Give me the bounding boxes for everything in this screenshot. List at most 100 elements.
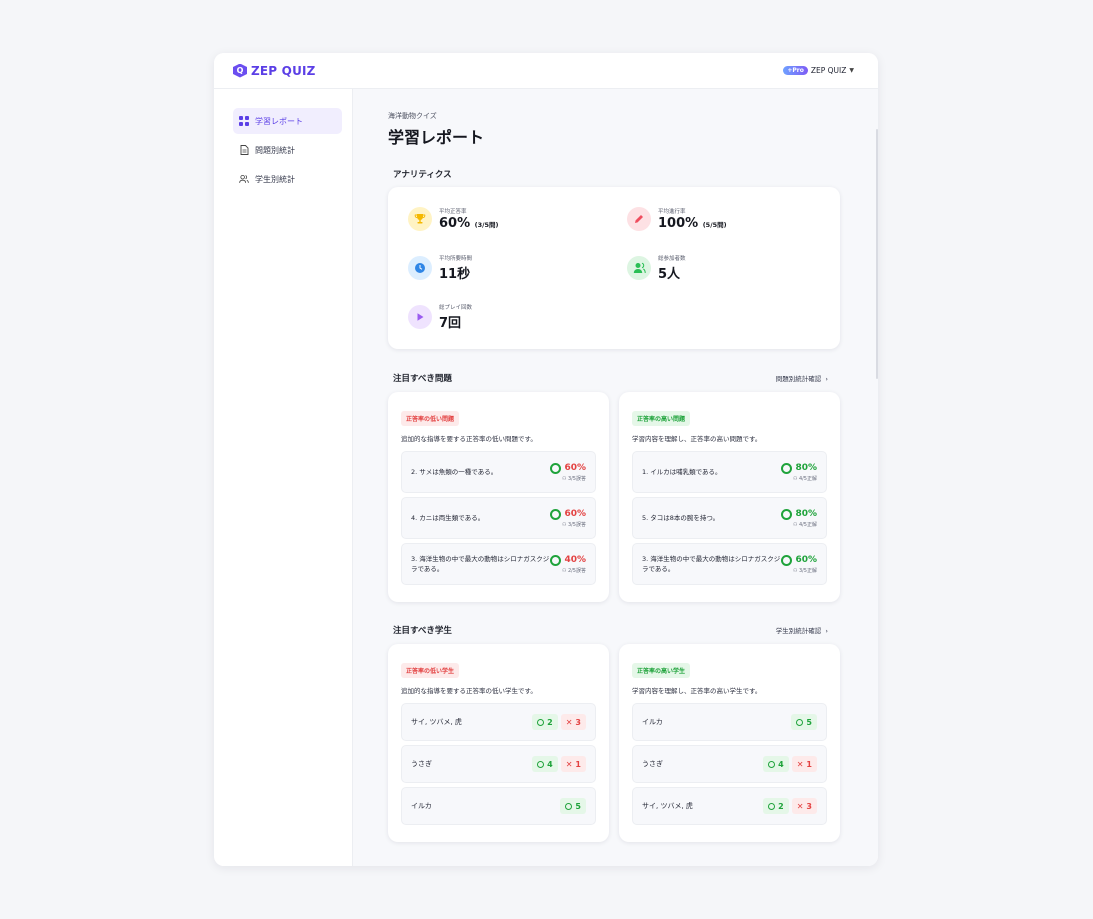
metric-total-plays: 総プレイ回数 7回 bbox=[408, 303, 472, 331]
chevron-down-icon: ▼ bbox=[849, 67, 854, 74]
correct-ring-icon bbox=[550, 462, 562, 474]
metric-label: 総プレイ回数 bbox=[439, 305, 473, 311]
pencil-icon bbox=[627, 207, 651, 231]
correct-ring-icon bbox=[781, 554, 793, 566]
section-title: アナリティクス bbox=[393, 170, 452, 180]
quiz-name: 海洋動物クイズ bbox=[388, 112, 437, 120]
sidebar-item-learning-report[interactable]: 学習レポート bbox=[233, 108, 342, 134]
correct-ring-icon bbox=[550, 554, 562, 566]
student-name: うさぎ bbox=[642, 760, 663, 768]
question-rate: 80% bbox=[781, 508, 817, 520]
question-item[interactable]: 2. サメは魚類の一種である。 60% ⚇ 3/5誤答 bbox=[401, 451, 596, 493]
circle-icon bbox=[796, 718, 804, 726]
question-rate: 60% bbox=[781, 554, 817, 566]
correct-count: 2 bbox=[532, 714, 558, 730]
student-name: サイ, ツバメ, 虎 bbox=[411, 718, 462, 726]
metric-value: 60% (3/5問) bbox=[439, 216, 499, 231]
student-name: サイ, ツバメ, 虎 bbox=[642, 802, 693, 810]
users-icon bbox=[239, 174, 249, 184]
question-item[interactable]: 3. 海洋生物の中で最大の動物はシロナガスクジラである。 40% ⚇ 2/5誤答 bbox=[401, 543, 596, 585]
metric-label: 平均進行率 bbox=[658, 209, 686, 215]
low-correct-tag: 正答率の低い問題 bbox=[401, 411, 460, 426]
question-item[interactable]: 5. タコは8本の腕を持つ。 80% ⚇ 4/5正解 bbox=[632, 497, 827, 539]
question-text: 3. 海洋生物の中で最大の動物はシロナガスクジラである。 bbox=[411, 555, 550, 573]
circle-icon bbox=[565, 802, 573, 810]
account-menu[interactable]: +Pro ZEP QUIZ ▼ bbox=[783, 66, 854, 75]
question-text: 5. タコは8本の腕を持つ。 bbox=[642, 514, 720, 522]
student-item[interactable]: うさぎ 4 ✕ 1 bbox=[401, 745, 596, 783]
sidebar-item-question-stats[interactable]: 問題別統計 bbox=[233, 137, 342, 163]
question-text: 2. サメは魚類の一種である。 bbox=[411, 468, 498, 476]
main-content: 海洋動物クイズ 学習レポート アナリティクス 平均正答率 60% (3/5問) bbox=[353, 89, 878, 866]
correct-ring-icon bbox=[781, 462, 793, 474]
low-correct-questions-panel: 正答率の低い問題 追加的な指導を要する正答率の低い問題です。 2. サメは魚類の… bbox=[388, 392, 609, 602]
metric-avg-progress: 平均進行率 100% (5/5問) bbox=[627, 207, 727, 231]
panel-description: 学習内容を理解し、正答率の高い学生です。 bbox=[632, 687, 762, 695]
question-rate: 60% bbox=[550, 508, 586, 520]
metric-avg-correct: 平均正答率 60% (3/5問) bbox=[408, 207, 499, 231]
correct-count: 5 bbox=[560, 798, 586, 814]
brand-logo[interactable]: Q ZEP QUIZ bbox=[233, 63, 316, 78]
question-item[interactable]: 4. カニは両生類である。 60% ⚇ 3/5誤答 bbox=[401, 497, 596, 539]
high-correct-tag: 正答率の高い問題 bbox=[632, 411, 691, 426]
correct-count: 5 bbox=[791, 714, 817, 730]
student-name: イルカ bbox=[642, 718, 663, 726]
correct-count: 4 bbox=[763, 756, 789, 772]
cross-icon: ✕ bbox=[565, 759, 573, 769]
low-correct-tag: 正答率の低い学生 bbox=[401, 663, 460, 678]
student-name: イルカ bbox=[411, 802, 432, 810]
question-item[interactable]: 1. イルカは哺乳類である。 80% ⚇ 4/5正解 bbox=[632, 451, 827, 493]
student-item[interactable]: イルカ 5 bbox=[401, 787, 596, 825]
question-text: 4. カニは両生類である。 bbox=[411, 514, 485, 522]
correct-ring-icon bbox=[781, 508, 793, 520]
metric-label: 平均所要時間 bbox=[439, 256, 473, 262]
scrollbar[interactable] bbox=[876, 129, 878, 379]
wrong-count: ✕ 1 bbox=[560, 756, 586, 772]
metric-label: 平均正答率 bbox=[439, 209, 467, 215]
circle-icon bbox=[537, 718, 545, 726]
metric-value: 7回 bbox=[439, 316, 462, 331]
question-count: ⚇ 4/5正解 bbox=[792, 475, 817, 482]
analytics-header: アナリティクス bbox=[388, 168, 840, 180]
users-icon bbox=[627, 256, 651, 280]
section-title: 注目すべき問題 bbox=[393, 374, 452, 384]
sidebar: 学習レポート 問題別統計 学生別統計 bbox=[214, 89, 353, 866]
metric-value: 100% (5/5問) bbox=[658, 216, 727, 231]
question-text: 3. 海洋生物の中で最大の動物はシロナガスクジラである。 bbox=[642, 555, 781, 573]
question-rate: 40% bbox=[550, 554, 586, 566]
top-bar: Q ZEP QUIZ +Pro ZEP QUIZ ▼ bbox=[214, 53, 878, 89]
sidebar-item-label: 問題別統計 bbox=[255, 145, 295, 155]
metric-total-participants: 総参加者数 5人 bbox=[627, 254, 686, 282]
sidebar-item-student-stats[interactable]: 学生別統計 bbox=[233, 166, 342, 192]
brand-name: ZEP QUIZ bbox=[251, 63, 316, 78]
correct-count: 2 bbox=[763, 798, 789, 814]
student-item[interactable]: サイ, ツバメ, 虎 2 ✕ 3 bbox=[632, 787, 827, 825]
students-header: 注目すべき学生 学生別統計確認 › bbox=[388, 624, 840, 636]
student-item[interactable]: うさぎ 4 ✕ 1 bbox=[632, 745, 827, 783]
question-rate: 80% bbox=[781, 462, 817, 474]
student-item[interactable]: サイ, ツバメ, 虎 2 ✕ 3 bbox=[401, 703, 596, 741]
metric-value: 5人 bbox=[658, 267, 681, 282]
student-item[interactable]: イルカ 5 bbox=[632, 703, 827, 741]
correct-ring-icon bbox=[550, 508, 562, 520]
metric-avg-time: 平均所要時間 11秒 bbox=[408, 254, 472, 282]
trophy-icon bbox=[408, 207, 432, 231]
student-stats-link[interactable]: 学生別統計確認 › bbox=[775, 627, 828, 635]
question-count: ⚇ 3/5正解 bbox=[792, 567, 817, 574]
panel-description: 学習内容を理解し、正答率の高い問題です。 bbox=[632, 435, 762, 443]
sidebar-item-label: 学習レポート bbox=[255, 116, 303, 126]
document-icon bbox=[239, 145, 249, 155]
question-stats-link[interactable]: 問題別統計確認 › bbox=[775, 375, 828, 383]
question-item[interactable]: 3. 海洋生物の中で最大の動物はシロナガスクジラである。 60% ⚇ 3/5正解 bbox=[632, 543, 827, 585]
student-name: うさぎ bbox=[411, 760, 432, 768]
logo-hexagon-icon: Q bbox=[233, 63, 247, 78]
question-rate: 60% bbox=[550, 462, 586, 474]
question-count: ⚇ 2/5誤答 bbox=[561, 567, 586, 574]
sidebar-item-label: 学生別統計 bbox=[255, 174, 295, 184]
cross-icon: ✕ bbox=[796, 801, 804, 811]
high-correct-questions-panel: 正答率の高い問題 学習内容を理解し、正答率の高い問題です。 1. イルカは哺乳類… bbox=[619, 392, 840, 602]
wrong-count: ✕ 3 bbox=[560, 714, 586, 730]
grid-icon bbox=[239, 116, 249, 126]
wrong-count: ✕ 1 bbox=[791, 756, 817, 772]
cross-icon: ✕ bbox=[796, 759, 804, 769]
